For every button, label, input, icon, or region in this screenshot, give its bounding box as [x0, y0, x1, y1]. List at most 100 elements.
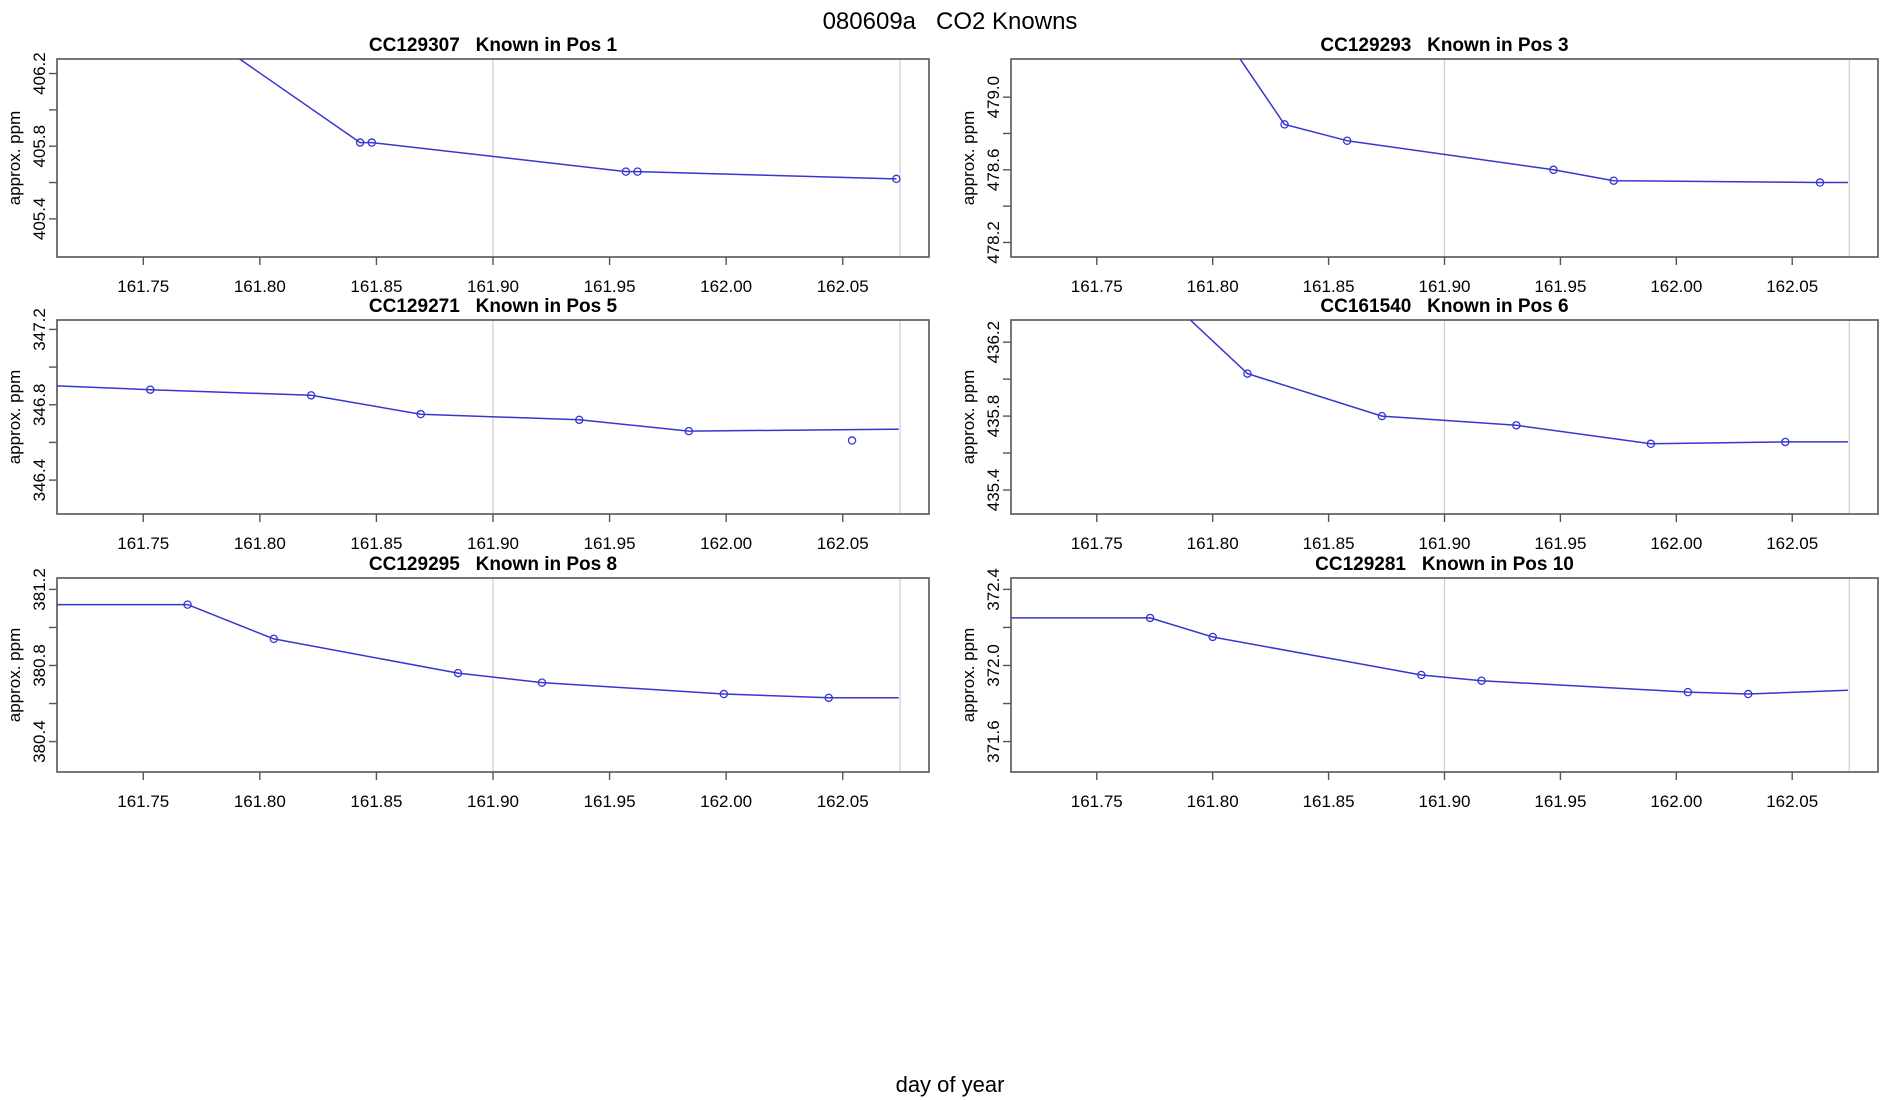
plot-panel-CC129281: 161.75 161.80 161.85 161.90 161.95 162.00 162.… — [959, 554, 1879, 811]
y-axis-title: approx. ppm — [5, 111, 24, 206]
x-tick-label: 161.95 — [584, 534, 636, 553]
x-tick-label: 162.00 — [700, 534, 752, 553]
x-tick-label: 162.05 — [1766, 277, 1818, 296]
y-tick-label: 346.4 — [30, 459, 49, 502]
plot-panel-CC129271: 161.75 161.80 161.85 161.90 161.95 162.00 162.… — [5, 296, 930, 553]
x-tick-label: 162.00 — [700, 792, 752, 811]
data-line — [57, 603, 899, 699]
data-point — [1145, 613, 1155, 623]
panel-title: CC129307 Known in Pos 1 — [369, 35, 618, 56]
data-point — [1683, 687, 1693, 697]
data-point — [1342, 136, 1352, 145]
x-tick-label: 162.05 — [817, 534, 869, 553]
data-line — [1189, 320, 1848, 445]
x-tick-label: 161.85 — [350, 277, 402, 296]
y-tick-label: 435.8 — [984, 395, 1003, 438]
x-tick-label: 161.95 — [584, 277, 636, 296]
data-point — [1549, 165, 1558, 175]
data-point — [416, 409, 425, 419]
x-tick-label: 161.75 — [1071, 277, 1123, 296]
y-tick-label: 380.8 — [30, 644, 49, 687]
data-point — [1377, 411, 1387, 421]
y-tick-label: 479.0 — [984, 76, 1003, 119]
data-point — [146, 385, 155, 394]
y-tick-label: 436.2 — [984, 321, 1003, 364]
x-tick-label: 161.85 — [350, 792, 402, 811]
data-point — [1417, 670, 1426, 680]
data-point — [1208, 632, 1217, 642]
panel-title: CC161540 Known in Pos 6 — [1320, 296, 1568, 317]
data-line — [57, 385, 899, 432]
x-tick-label: 161.80 — [234, 277, 286, 296]
x-tick-label: 161.75 — [1071, 792, 1123, 811]
x-tick-label: 161.90 — [1419, 277, 1471, 296]
data-point — [1477, 676, 1486, 685]
x-tick-label: 161.90 — [467, 792, 519, 811]
data-point — [269, 634, 279, 644]
data-point — [1815, 178, 1825, 187]
y-tick-label: 478.2 — [984, 221, 1003, 264]
x-tick-label: 162.05 — [1766, 792, 1818, 811]
y-tick-label: 435.4 — [984, 469, 1003, 512]
data-point — [633, 167, 642, 176]
x-tick-label: 161.85 — [1303, 277, 1355, 296]
data-point — [1743, 689, 1753, 699]
x-tick-label: 161.95 — [1534, 534, 1586, 553]
y-axis-title: approx. ppm — [959, 111, 978, 206]
data-point — [684, 426, 694, 436]
y-tick-label: 347.2 — [30, 308, 49, 351]
y-tick-label: 381.2 — [30, 568, 49, 611]
x-tick-label: 161.80 — [234, 534, 286, 553]
plot-panel-CC129293: 161.75 161.80 161.85 161.90 161.95 162.00 162.… — [959, 35, 1879, 296]
x-tick-label: 162.00 — [1650, 792, 1702, 811]
plot-panel-CC129295: 161.75 161.80 161.85 161.90 161.95 162.00 162.… — [5, 554, 930, 811]
y-tick-label: 406.2 — [30, 52, 49, 95]
panel-title: CC129295 Known in Pos 8 — [369, 554, 617, 575]
x-tick-label: 161.95 — [1534, 277, 1586, 296]
x-tick-label: 161.75 — [117, 534, 169, 553]
x-tick-label: 161.75 — [117, 277, 169, 296]
plot-panel-CC129307: 161.75 161.80 161.85 161.90 161.95 162.00 162.… — [5, 35, 930, 296]
x-tick-label: 162.05 — [1766, 534, 1818, 553]
data-point — [453, 668, 463, 678]
data-layer — [1239, 59, 1848, 187]
main-title: 080609a CO2 Knowns — [822, 8, 1078, 35]
x-tick-label: 162.05 — [817, 277, 869, 296]
x-tick-label: 161.90 — [1419, 792, 1471, 811]
y-tick-label: 405.8 — [30, 125, 49, 168]
x-tick-label: 162.00 — [1650, 534, 1702, 553]
y-axis-title: approx. ppm — [5, 370, 24, 465]
x-tick-label: 161.80 — [234, 792, 286, 811]
x-tick-label: 161.85 — [1303, 792, 1355, 811]
x-tick-label: 161.80 — [1187, 534, 1239, 553]
data-point — [1781, 437, 1790, 447]
x-tick-label: 161.75 — [1071, 534, 1123, 553]
x-tick-label: 161.95 — [1534, 792, 1586, 811]
y-axis-title: approx. ppm — [959, 628, 978, 723]
x-tick-label: 161.85 — [350, 534, 402, 553]
y-tick-label: 371.6 — [984, 720, 1003, 763]
y-tick-label: 380.4 — [30, 720, 49, 763]
data-point — [1280, 120, 1289, 129]
data-point — [847, 436, 857, 445]
y-tick-label: 405.4 — [30, 198, 49, 241]
x-tick-label: 161.80 — [1187, 277, 1239, 296]
x-tick-label: 161.75 — [117, 792, 169, 811]
x-tick-label: 161.90 — [467, 277, 519, 296]
x-tick-label: 161.90 — [467, 534, 519, 553]
x-tick-label: 162.00 — [1650, 277, 1702, 296]
panel-title: CC129281 Known in Pos 10 — [1315, 554, 1574, 575]
x-tick-label: 162.00 — [700, 277, 752, 296]
data-layer — [1189, 320, 1848, 449]
data-layer — [57, 600, 899, 703]
x-tick-label: 161.85 — [1303, 534, 1355, 553]
data-point — [1646, 439, 1656, 449]
data-line — [238, 59, 897, 180]
panel-title: CC129293 Known in Pos 3 — [1320, 35, 1568, 56]
data-point — [575, 415, 584, 425]
data-point — [892, 174, 901, 184]
data-layer — [1011, 613, 1848, 699]
data-point — [824, 693, 833, 703]
